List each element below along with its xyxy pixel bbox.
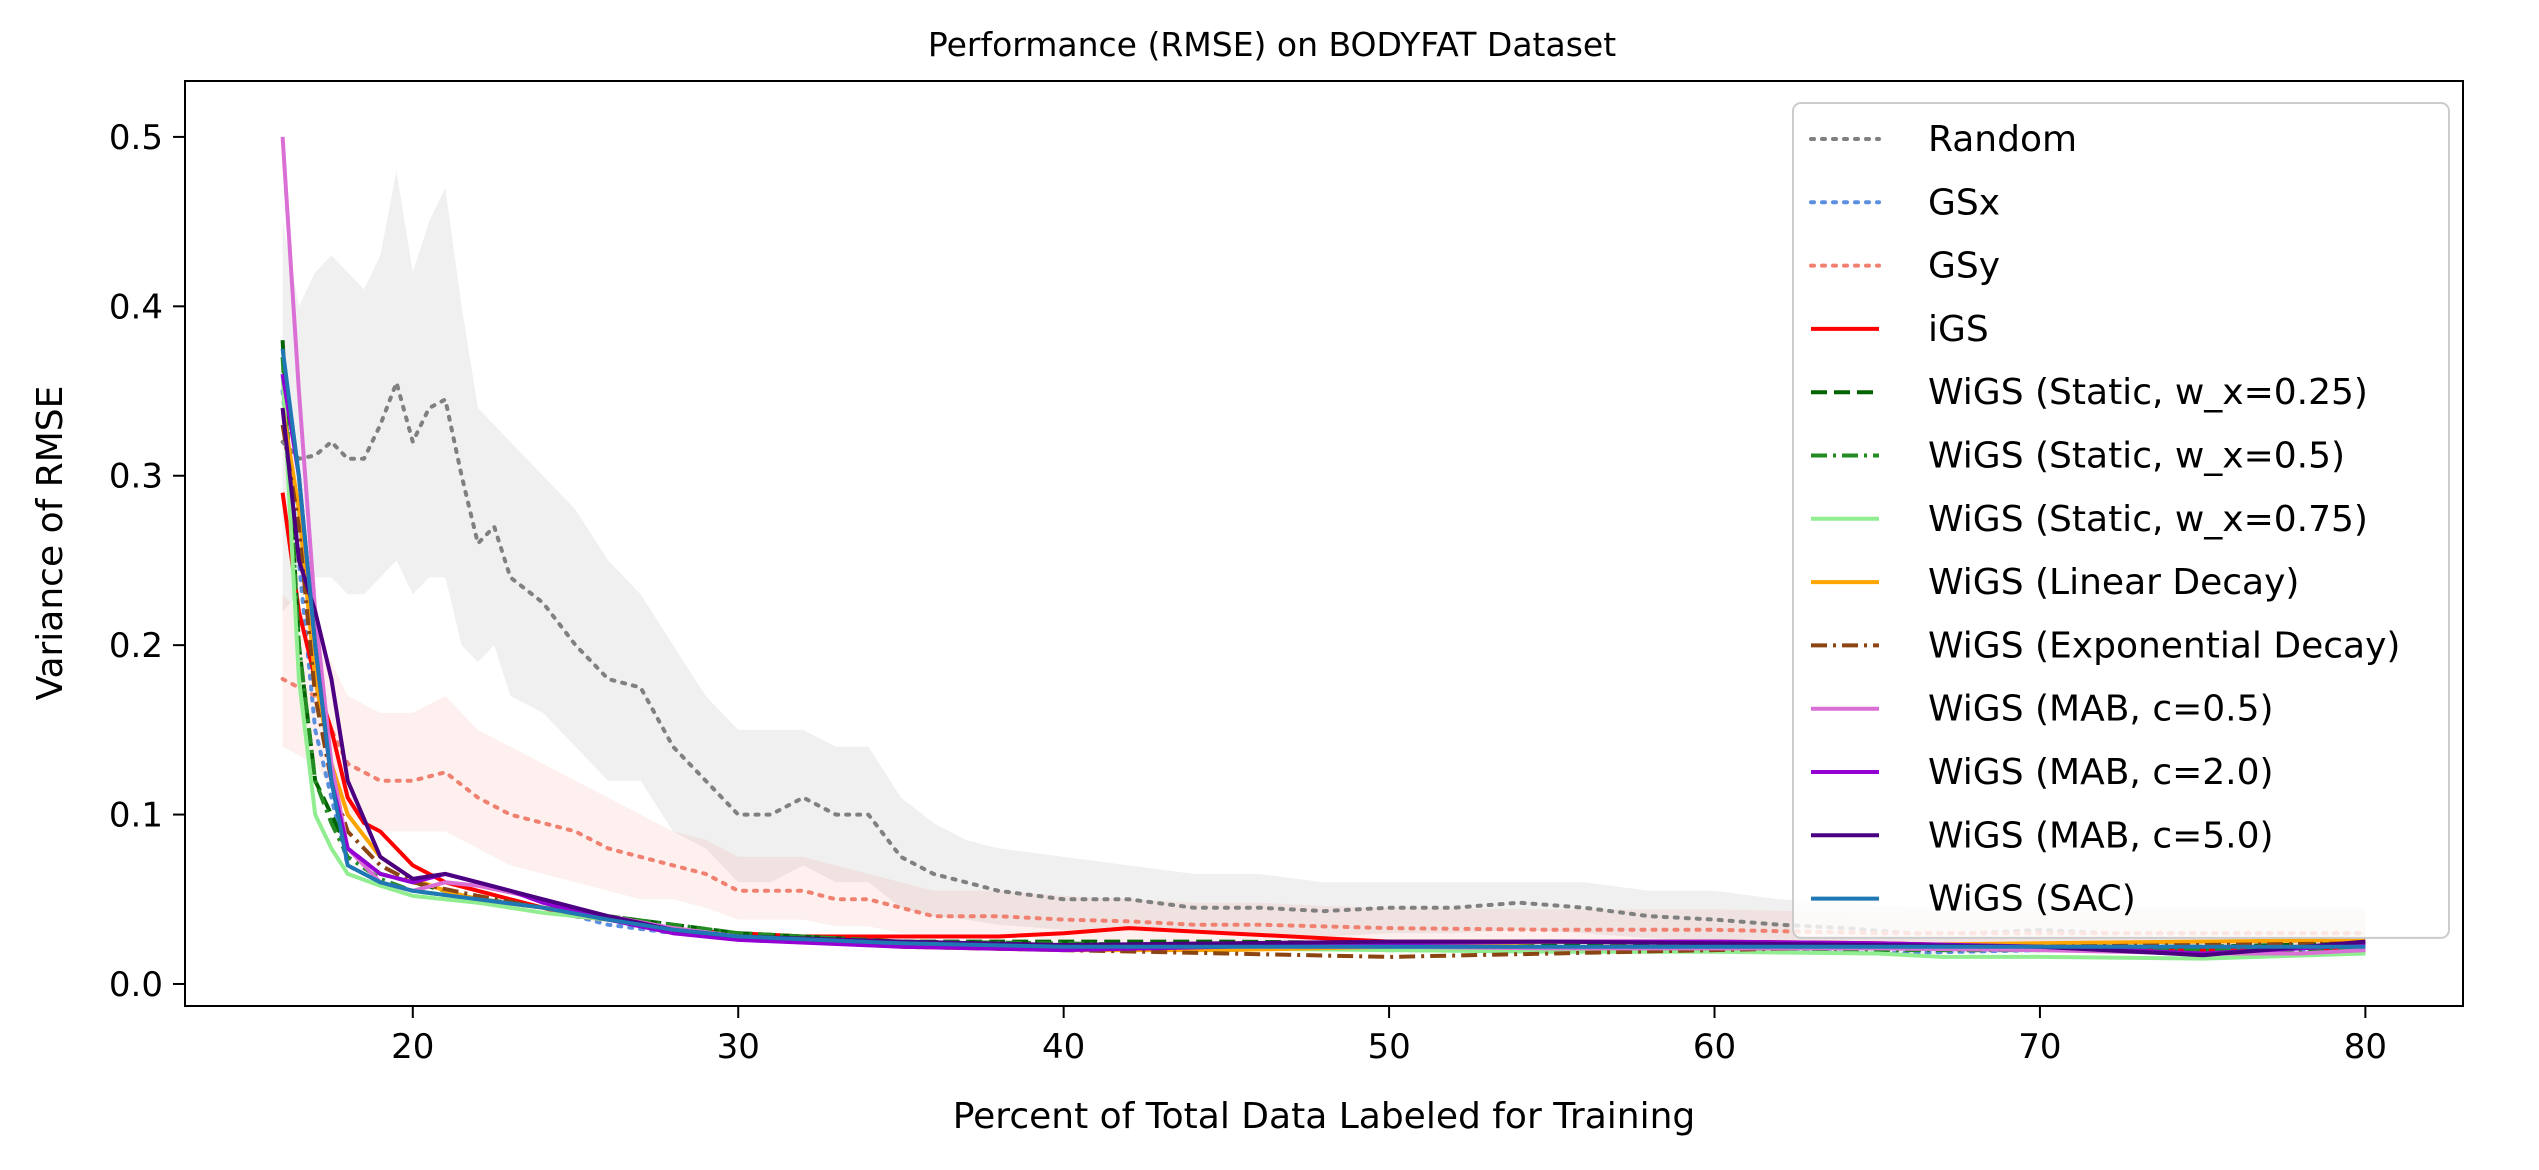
legend-label-wigs-mab-c-2-0: WiGS (MAB, c=2.0) [1928,752,2274,793]
legend-label-wigs-linear-decay: WiGS (Linear Decay) [1928,562,2299,603]
x-axis-label: Percent of Total Data Labeled for Traini… [953,1096,1696,1137]
band-random [282,170,2366,954]
legend-label-igs: iGS [1928,309,1989,350]
legend-label-wigs-static-w-x-0-25: WiGS (Static, w_x=0.25) [1928,372,2368,413]
y-tick-label: 0.1 [109,796,163,836]
chart-title: Performance (RMSE) on BODYFAT Dataset [928,25,1616,64]
plot-frame [184,80,2464,1007]
legend: Random GSx GSy iGS WiGS (Static, w_x=0.25) Wi… [1792,102,2450,939]
y-tick-label: 0.5 [109,118,163,158]
y-axis-ticks: 0.0 0.1 0.2 0.3 0.4 0.5 [109,118,185,1005]
legend-label-random: Random [1928,119,2077,160]
legend-label-wigs-mab-c-0-5: WiGS (MAB, c=0.5) [1928,689,2274,730]
y-axis-label: Variance of RMSE [30,386,71,701]
legend-box [1792,102,2450,939]
legend-label-wigs-sac: WiGS (SAC) [1928,879,2136,920]
x-axis-ticks: 20 30 40 50 60 70 80 [391,1006,2387,1067]
x-tick-label: 50 [1367,1027,1410,1067]
confidence-bands [282,170,2366,954]
band-gsy [282,594,2366,951]
y-tick-label: 0.3 [109,457,163,497]
legend-label-wigs-mab-c-5-0: WiGS (MAB, c=5.0) [1928,815,2274,856]
y-tick-label: 0.0 [109,965,163,1005]
series-line-wigs-sac [280,348,2366,949]
x-tick-label: 20 [391,1027,434,1067]
series-line-gsy [280,677,2368,936]
y-tick-label: 0.2 [109,626,163,666]
legend-label-wigs-exponential-decay: WiGS (Exponential Decay) [1928,625,2400,666]
x-tick-label: 70 [2018,1027,2061,1067]
legend-label-gsy: GSy [1928,246,2000,287]
y-tick-label: 0.4 [109,287,163,327]
legend-label-wigs-static-w-x-0-75: WiGS (Static, w_x=0.75) [1928,499,2368,540]
x-tick-label: 40 [1042,1027,1085,1067]
x-tick-label: 80 [2344,1027,2387,1067]
series-line-random [280,380,2368,936]
legend-label-gsx: GSx [1928,182,2000,223]
series-lines [280,136,2368,961]
x-tick-label: 60 [1693,1027,1736,1067]
x-tick-label: 30 [717,1027,760,1067]
legend-label-wigs-static-w-x-0-5: WiGS (Static, w_x=0.5) [1928,436,2345,477]
